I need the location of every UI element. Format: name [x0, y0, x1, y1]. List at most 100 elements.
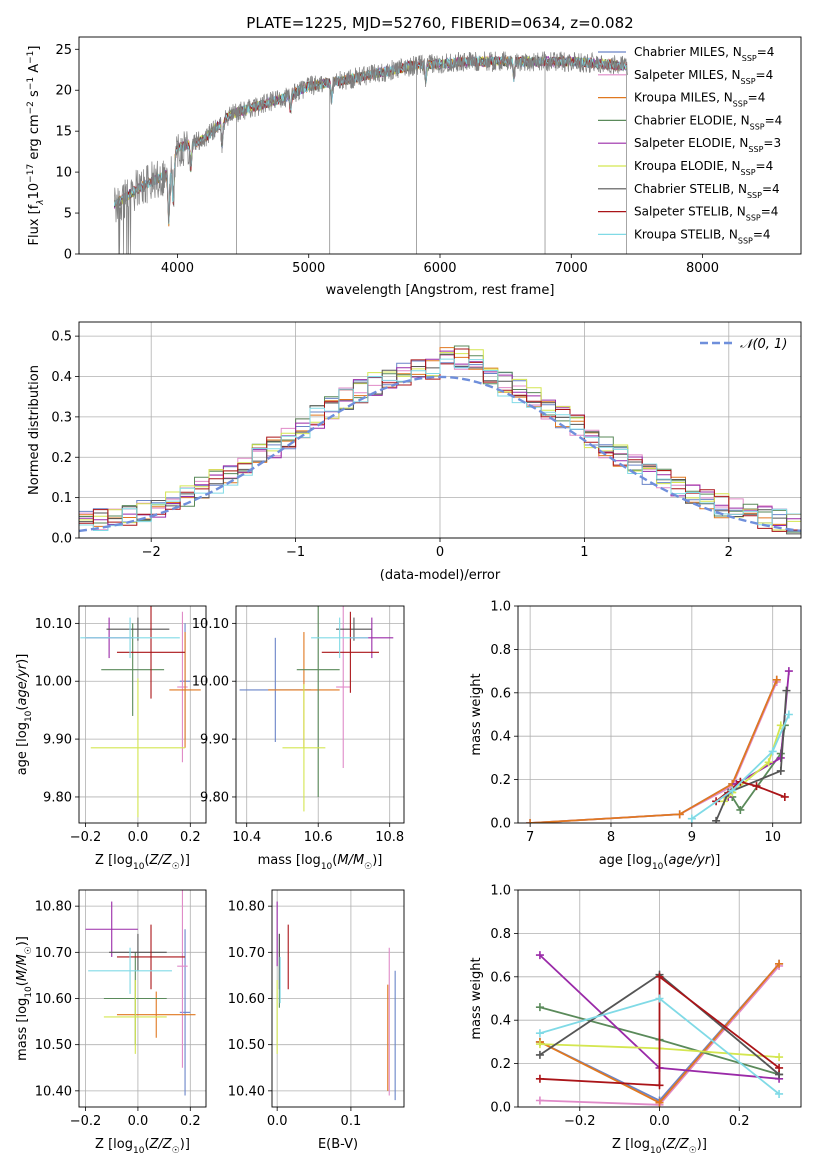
histogram-series [79, 358, 801, 531]
y-tick-label: 15 [55, 125, 72, 140]
x-axis-label: Z [log10(Z/Z☉)] [612, 1137, 707, 1156]
label-part: ( [15, 706, 30, 711]
legend-label: Salpeter MILES, NSSP=4 [634, 68, 773, 86]
y-tick-label: 10.50 [35, 1038, 72, 1053]
x-tick-label: −2 [142, 545, 161, 560]
weight-marker [772, 675, 781, 684]
x-tick-label: −0.2 [70, 830, 102, 845]
weight-marker [728, 786, 737, 795]
legend-ssp: SSP [748, 145, 763, 154]
y-tick-label: 0.5 [51, 330, 72, 345]
label-part: age [log [15, 722, 30, 775]
plot-area [80, 606, 201, 818]
error-bar [90, 678, 186, 818]
legend-nssp: =4 [756, 159, 774, 173]
label-part: )] [15, 654, 30, 664]
legend-series-name: Salpeter ELODIE [634, 136, 732, 150]
x-tick-label: 0 [436, 545, 444, 560]
plot-area [535, 951, 784, 1107]
weight-marker [526, 819, 535, 823]
data-spectrum [114, 51, 628, 254]
error-bar [80, 617, 180, 659]
weight-line [530, 679, 778, 823]
error-bar [116, 924, 186, 990]
error-bar [106, 617, 170, 641]
y-tick-label: 10.00 [35, 675, 72, 690]
label-part: ( [144, 853, 149, 868]
label-part: erg cm [27, 114, 42, 163]
label-part: ( [144, 1137, 149, 1152]
y-tick-label: 0.6 [490, 970, 511, 985]
legend-nssp: =4 [753, 227, 771, 241]
y-tick-label: 0.8 [490, 927, 511, 942]
x-tick-label: 8 [607, 830, 615, 845]
error-bar [296, 606, 340, 797]
x-axis-label: wavelength [Angstrom, rest frame] [326, 283, 555, 298]
x-axis-label: (data-model)/error [380, 568, 501, 583]
y-tick-label: 10.70 [228, 946, 265, 961]
legend: 𝒩(0, 1) [700, 337, 787, 352]
x-axis-label: E(B-V) [318, 1137, 358, 1152]
legend-series-name: Salpeter MILES [634, 68, 724, 82]
weight-line [530, 681, 778, 823]
y-tick-label: 10.80 [228, 900, 265, 915]
weight-marker [775, 1053, 784, 1062]
y-tick-label: 0.2 [490, 773, 511, 788]
legend-n: , N [733, 113, 750, 127]
y-axis-label: age [log10(age/yr)] [15, 654, 34, 776]
y-tick-label: 5 [64, 207, 72, 222]
label-part: ] [27, 46, 42, 51]
x-tick-label: 10 [764, 830, 781, 845]
plot-area [526, 667, 793, 823]
x-tick-label: 5000 [292, 261, 325, 276]
label-part: 10 [133, 1146, 145, 1156]
error-bar [109, 933, 167, 971]
error-bar [336, 617, 372, 641]
label-part: 10 [650, 1146, 662, 1156]
x-tick-label: 0.0 [649, 1114, 670, 1129]
y-tick-label: 25 [55, 43, 72, 58]
legend-n: , N [716, 91, 733, 105]
legend-ssp: SSP [746, 213, 761, 222]
error-bar [169, 632, 201, 748]
legend-nssp: =4 [762, 182, 780, 196]
error-bar [103, 980, 167, 1054]
y-axis-label: Flux [fλ10−17 erg cm−2 s−1 A−1] [26, 46, 46, 246]
legend-label: Kroupa MILES, NSSP=4 [634, 91, 765, 109]
label-part: 10 [24, 710, 34, 722]
weight-line [539, 974, 780, 1087]
plot-area [79, 345, 801, 535]
x-tick-label: 2 [725, 545, 733, 560]
legend-series-name: Kroupa ELODIE [634, 159, 724, 173]
label-part: )] [180, 853, 190, 868]
y-tick-label: 0.4 [490, 730, 511, 745]
error-bar [282, 684, 326, 812]
weight-marker [776, 766, 785, 775]
legend-series-name: Chabrier MILES [634, 45, 725, 59]
x-tick-label: 0.0 [128, 1114, 149, 1129]
y-tick-label: 0 [64, 248, 72, 263]
error-bar [88, 947, 172, 994]
weight-marker [655, 994, 664, 1003]
axes-frame [517, 605, 802, 824]
x-tick-label: 1 [580, 545, 588, 560]
label-part: ☉ [172, 1146, 180, 1156]
x-axis-label: Z [log10(Z/Z☉)] [95, 1137, 190, 1156]
y-tick-label: 0.8 [490, 643, 511, 658]
label-part: Z [log [95, 1137, 133, 1152]
label-part: s [27, 90, 42, 101]
y-tick-label: 9.90 [200, 733, 229, 748]
label-part: Z/Z [149, 853, 173, 868]
legend-ssp: SSP [750, 122, 765, 131]
model-spectrum [113, 55, 627, 227]
axes-frame [271, 889, 405, 1108]
label-part: 10 [321, 862, 333, 872]
label-part: A [27, 64, 42, 77]
legend-series-name: Kroupa STELIB [634, 227, 721, 241]
x-axis-label: Z [log10(Z/Z☉)] [95, 853, 190, 872]
label-part: 10 [24, 986, 34, 998]
legend-n: , N [730, 182, 747, 196]
legend-n: , N [721, 227, 738, 241]
